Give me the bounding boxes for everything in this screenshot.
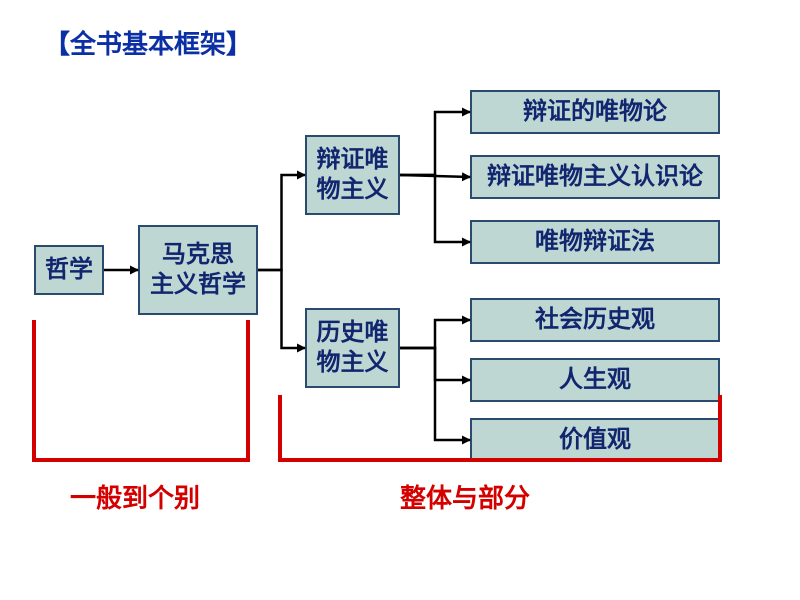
- node-philosophy: 哲学: [34, 245, 104, 295]
- node-leaf-3: 唯物辩证法: [470, 220, 720, 264]
- node-label: 社会历史观: [535, 305, 655, 335]
- node-label: 历史唯 物主义: [317, 318, 389, 378]
- node-label: 辩证的唯物论: [523, 97, 667, 127]
- node-historical-materialism: 历史唯 物主义: [305, 308, 400, 388]
- node-label: 价值观: [559, 425, 631, 455]
- node-leaf-5: 人生观: [470, 358, 720, 402]
- node-leaf-4: 社会历史观: [470, 298, 720, 342]
- bracket-label-right: 整体与部分: [400, 478, 530, 515]
- bracket-label-left: 一般到个别: [70, 478, 200, 515]
- node-label: 辩证唯 物主义: [317, 145, 389, 205]
- node-dialectical-materialism: 辩证唯 物主义: [305, 135, 400, 215]
- node-label: 唯物辩证法: [535, 227, 655, 257]
- node-marxist-philosophy: 马克思 主义哲学: [138, 225, 258, 315]
- node-label: 辩证唯物主义认识论: [487, 162, 703, 192]
- node-leaf-1: 辩证的唯物论: [470, 90, 720, 134]
- node-label: 哲学: [45, 255, 93, 285]
- diagram-title: 【全书基本框架】: [44, 24, 252, 61]
- node-label: 人生观: [559, 365, 631, 395]
- node-leaf-2: 辩证唯物主义认识论: [470, 155, 720, 199]
- node-leaf-6: 价值观: [470, 418, 720, 462]
- node-label: 马克思 主义哲学: [150, 240, 246, 300]
